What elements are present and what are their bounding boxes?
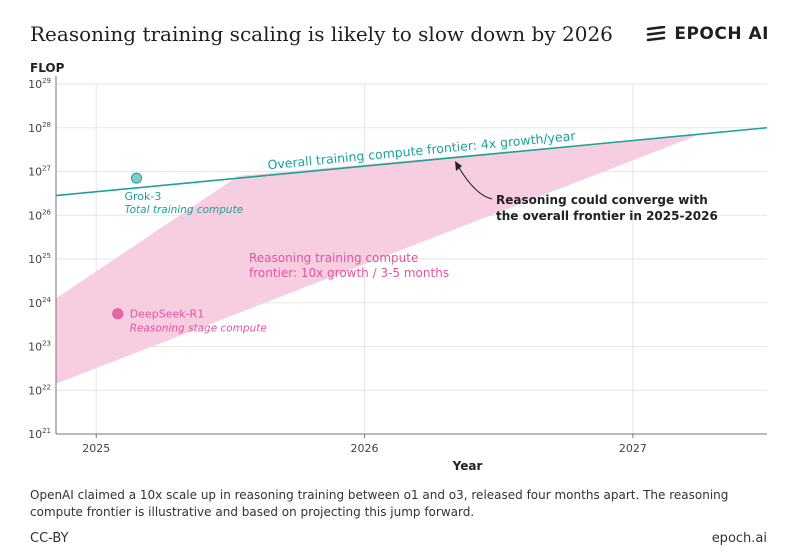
y-tick-label: 1025 — [28, 252, 51, 266]
band-label-line2: frontier: 10x growth / 3-5 months — [249, 266, 449, 280]
overall-frontier-line — [55, 126, 768, 197]
y-tick-label: 1026 — [28, 208, 51, 222]
x-tick-labels: 2025 2026 2027 Year — [82, 434, 647, 473]
y-tick-label: 1022 — [28, 383, 51, 397]
deepseek-r1-sublabel: Reasoning stage compute — [130, 323, 267, 335]
data-points — [112, 172, 142, 320]
chart-area: 1021 1022 1023 1024 1025 1026 1027 1028 1029 202… — [28, 76, 768, 473]
y-tick-label: 1029 — [28, 77, 51, 91]
chart-title: Reasoning training scaling is likely to … — [30, 22, 613, 46]
y-tick-label: 1023 — [28, 340, 51, 354]
grok3-point — [130, 172, 142, 184]
x-tick-label: 2025 — [82, 442, 110, 455]
brand-name: EPOCH AI — [674, 24, 769, 44]
x-axis-title: Year — [452, 459, 483, 473]
reasoning-frontier-band — [56, 134, 700, 384]
reasoning-band — [56, 134, 700, 384]
annotation-arrowhead — [455, 161, 462, 171]
y-tick-label: 1021 — [28, 427, 51, 441]
epoch-logo-icon — [647, 26, 666, 42]
x-tick-label: 2027 — [619, 442, 647, 455]
annotation-line2: the overall frontier in 2025-2026 — [496, 209, 718, 223]
brand-logo[interactable]: EPOCH AI — [646, 24, 769, 44]
series-lines — [55, 126, 768, 197]
grok3-label: Grok-3 — [124, 190, 161, 203]
y-tick-label: 1027 — [28, 165, 51, 179]
annotation-line1: Reasoning could converge with — [496, 193, 708, 207]
y-tick-label: 1024 — [28, 296, 51, 310]
grok3-sublabel: Total training compute — [124, 204, 243, 216]
footnote: OpenAI claimed a 10x scale up in reasoni… — [30, 488, 729, 519]
y-tick-labels: 1021 1022 1023 1024 1025 1026 1027 1028 1029 — [28, 77, 51, 441]
y-tick-label: 1028 — [28, 121, 51, 135]
deepseek-r1-label: DeepSeek-R1 — [130, 308, 205, 321]
band-label-line1: Reasoning training compute — [249, 251, 418, 265]
x-tick-label: 2026 — [351, 442, 379, 455]
y-axis-label: FLOP — [30, 61, 65, 75]
annotation-arrow — [457, 165, 493, 200]
axes — [55, 76, 767, 435]
deepseek-r1-point — [112, 308, 124, 320]
license-label: CC-BY — [30, 531, 69, 546]
site-link[interactable]: epoch.ai — [711, 531, 767, 546]
